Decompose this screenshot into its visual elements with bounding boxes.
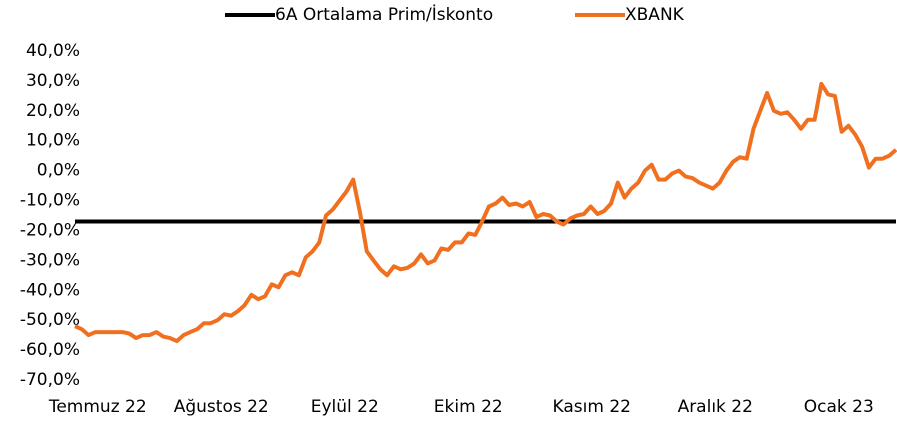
x-tick-label: Ocak 23 [804, 397, 874, 417]
legend-label: 6A Ortalama Prim/İskonto [275, 4, 493, 25]
x-tick-label: Aralık 22 [678, 397, 753, 417]
y-tick-label: -30,0% [20, 250, 80, 270]
y-tick-label: -20,0% [20, 220, 80, 240]
y-tick-label: 10,0% [26, 131, 80, 151]
legend-label: XBANK [625, 5, 685, 25]
x-tick-label: Eylül 22 [311, 397, 379, 417]
y-tick-label: -10,0% [20, 191, 80, 211]
y-tick-label: 40,0% [26, 41, 80, 61]
data-line [74, 81, 897, 344]
x-tick-label: Kasım 22 [553, 397, 631, 417]
y-tick-label: -40,0% [20, 280, 80, 300]
x-tick-label: Ağustos 22 [174, 397, 269, 417]
y-tick-label: 30,0% [26, 71, 80, 91]
y-tick-label: 0,0% [37, 161, 80, 181]
x-tick-label: Temmuz 22 [48, 397, 147, 417]
y-tick-label: 20,0% [26, 101, 80, 121]
y-tick-label: -60,0% [20, 340, 80, 360]
y-tick-label: -70,0% [20, 370, 80, 390]
x-tick-label: Ekim 22 [434, 397, 503, 417]
y-tick-label: -50,0% [20, 310, 80, 330]
